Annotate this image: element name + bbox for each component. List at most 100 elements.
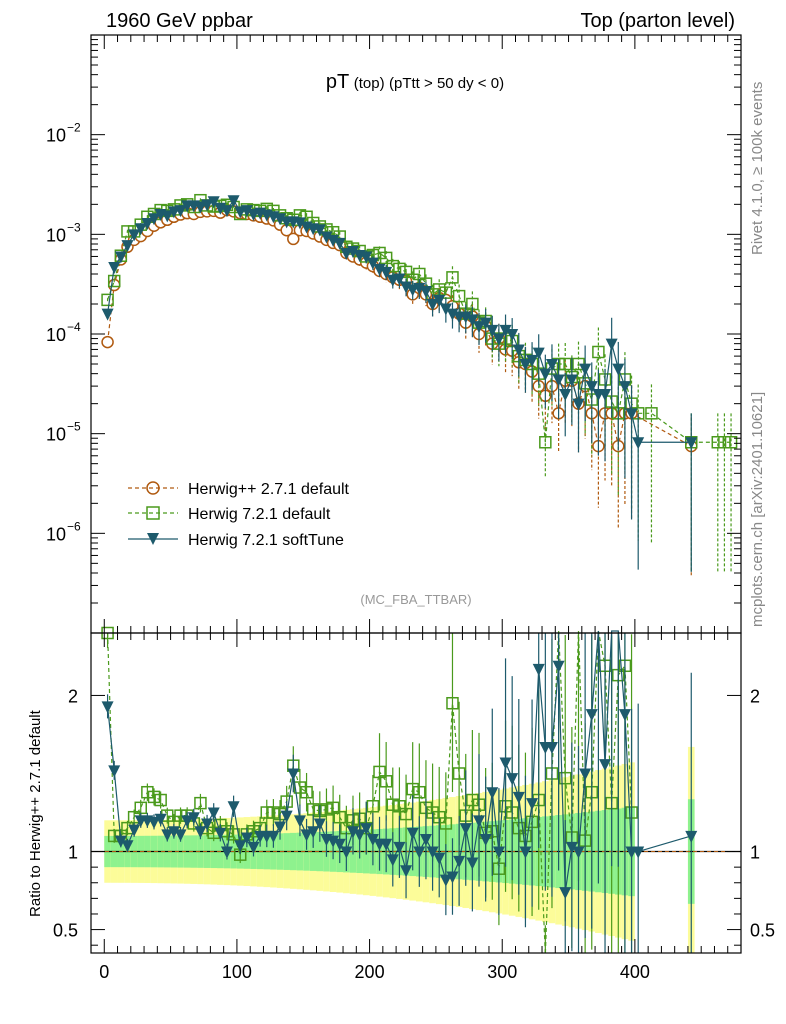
ratio-x-tick-label: 400 [620,962,650,982]
data-point [711,436,725,449]
ratio-point [333,810,346,824]
ratio-point [366,834,379,847]
ratio-point [141,785,154,799]
ratio-point [618,709,631,722]
plot-title-sub: (top) [354,75,385,92]
legend-marker-open-circle [146,481,160,495]
data-point [194,201,207,214]
data-point [393,273,406,286]
series-2 [101,195,698,572]
ratio-point [433,852,446,865]
ratio-y-tick-label-right: 0.5 [750,921,775,941]
legend-label-softtune: Herwig 7.2.1 softTune [188,532,344,549]
data-point [632,437,645,450]
legend-marker-open-square [146,506,160,520]
ratio-point [439,874,452,887]
analysis-watermark: (MC_FBA_TTBAR) [360,592,471,607]
ratio-point [479,834,492,847]
ratio-point [346,826,359,839]
legend-entry-herwig721: Herwig 7.2.1 default [128,506,331,523]
data-point [379,251,393,265]
ratio-point [201,818,214,831]
data-point [645,407,658,420]
data-point [320,231,333,244]
data-point [274,213,287,226]
ratio-point [154,793,167,807]
ratio-point [287,768,300,781]
data-point [519,359,532,372]
data-point [585,381,598,394]
data-point [128,229,141,242]
ratio-point [393,841,406,854]
ratio-point [240,832,253,845]
data-point [512,344,525,357]
ratio-point [506,773,519,786]
data-point [618,381,631,394]
energy-label: 1960 GeV ppbar [106,10,253,32]
data-point [101,335,114,349]
ratio-point [293,781,307,794]
data-point [545,359,558,372]
ratio-y-tick-label: 2 [68,686,78,706]
data-point [605,338,618,351]
legend-entry-softtune: Herwig 7.2.1 softTune [128,532,344,549]
main-y-tick-exponent: −4 [67,320,81,334]
ratio-point [267,830,280,843]
ratio-point [247,841,260,854]
ratio-point [313,818,326,831]
ratio-point [406,827,419,840]
data-point [426,298,439,311]
data-point [532,347,545,360]
ratio-point [632,846,645,859]
ratio-point [307,826,320,839]
ratio-point [532,663,545,676]
data-point [174,205,187,218]
legend-marker-filled-triangle [147,533,159,545]
plot-title-cut: (pTtt > 50 dy < 0) [389,75,504,92]
ratio-point [459,823,472,836]
ratio-point [446,696,459,710]
ratio-point [194,826,207,839]
data-point [539,368,552,381]
ratio-point [366,800,380,813]
ratio-point [492,846,505,859]
ratio-point [519,846,532,859]
ratio-point [267,806,280,819]
ratio-point [101,701,114,714]
ratio-point [466,857,479,870]
ratio-plot-frame [90,632,742,954]
ratio-point [413,846,426,859]
data-point [413,282,426,295]
ratio-point [565,841,578,854]
ratio-point [320,803,333,816]
ratio-point [148,816,161,829]
ratio-point [234,840,247,853]
ratio-y-tick-label: 1 [68,843,78,863]
ratio-point [274,821,287,834]
data-point [625,408,638,421]
rivet-version-label: Rivet 4.1.0, ≥ 100k events [749,82,766,255]
ratio-point [406,782,419,796]
ratio-point [187,812,200,825]
data-point [121,240,134,253]
data-point [506,329,519,341]
ratio-point [154,813,167,826]
ratio-point [128,824,141,837]
ratio-point [399,807,413,821]
ratio-x-tick-label: 200 [355,962,385,982]
ratio-point [558,771,572,785]
data-point [612,363,625,376]
data-point [207,196,220,209]
data-point [327,234,340,247]
data-point [227,195,240,208]
data-point [718,436,731,449]
data-point [539,436,552,449]
legend-label-herwigpp: Herwig++ 2.7.1 default [188,481,350,498]
data-point [724,436,738,449]
ratio-x-tick-label: 0 [99,962,109,982]
data-point [439,303,452,316]
ratio-point [446,871,459,884]
data-point [240,205,253,218]
data-point [685,437,698,450]
data-point [380,266,393,279]
